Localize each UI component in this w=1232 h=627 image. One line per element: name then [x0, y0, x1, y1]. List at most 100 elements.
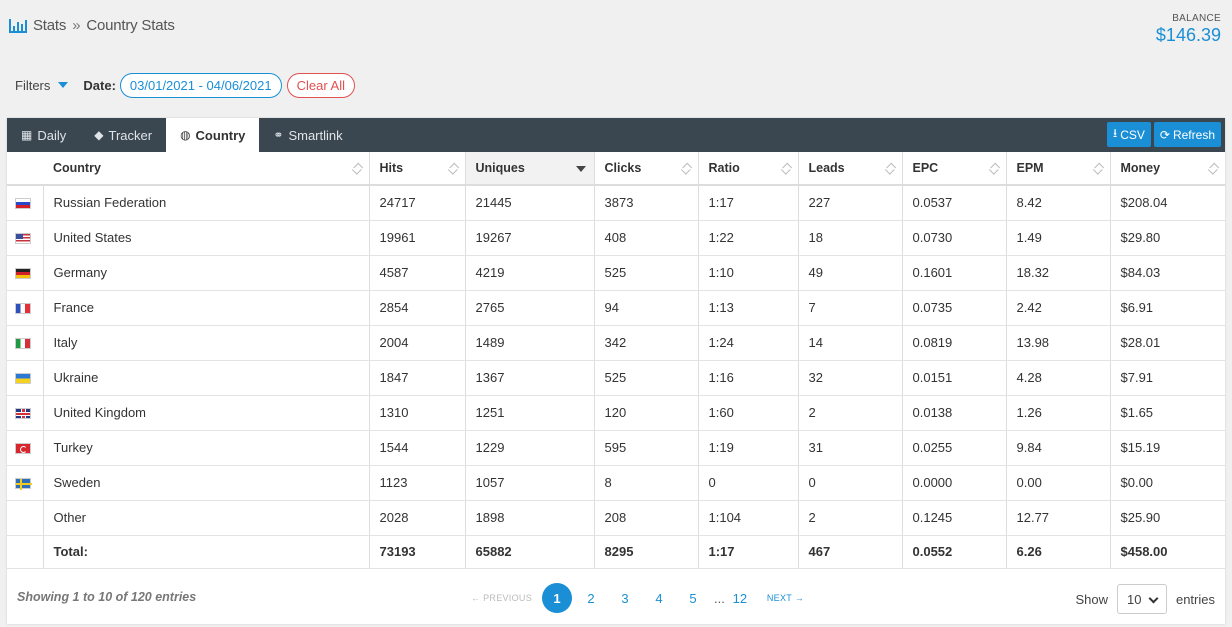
col-label: Ratio [708, 161, 740, 175]
flag-cell [7, 325, 44, 361]
table-footer: Showing 1 to 10 of 120 entries ← PREVIOU… [7, 572, 1225, 624]
download-icon: ⭳ [1113, 126, 1118, 140]
cell-ratio: 1:104 [698, 500, 799, 536]
col-clicks[interactable]: Clicks [594, 152, 699, 186]
cell-epm: 4.28 [1006, 360, 1111, 396]
cell-ratio: 1:19 [698, 430, 799, 466]
cell-country: Turkey [43, 430, 370, 466]
cell-epm: 13.98 [1006, 325, 1111, 361]
page-5[interactable]: 5 [689, 590, 697, 606]
table-row: Sweden 1123 1057 8 0 0 0.0000 0.00 $0.00 [7, 465, 1225, 501]
csv-button[interactable]: ⭳ CSV [1107, 122, 1151, 147]
stats-card: ▦ Daily ◆ Tracker ◍ Country ⚭ Smartlink ⭳ CSV… [7, 118, 1225, 624]
tab-daily[interactable]: ▦ Daily [7, 118, 80, 152]
cell-clicks: 342 [594, 325, 699, 361]
flag-fr-icon [15, 303, 31, 315]
cell-money: $29.80 [1110, 220, 1225, 256]
clear-all-button[interactable]: Clear All [286, 72, 356, 98]
filters-bar: Filters Date: 03/01/2021 - 04/06/2021 Cl… [15, 72, 356, 98]
page-last[interactable]: 12 [732, 590, 748, 606]
tab-tracker[interactable]: ◆ Tracker [80, 118, 166, 152]
cell-ratio: 1:22 [698, 220, 799, 256]
cell-epc: 0.0255 [902, 430, 1007, 466]
breadcrumb-current: Country Stats [86, 17, 175, 34]
total-epm: 6.26 [1006, 535, 1111, 569]
total-flag-cell [7, 535, 44, 569]
tab-country[interactable]: ◍ Country [166, 118, 260, 152]
cell-leads: 0 [798, 465, 903, 501]
cell-uniques: 19267 [465, 220, 595, 256]
cell-uniques: 21445 [465, 185, 595, 221]
date-range-picker[interactable]: 03/01/2021 - 04/06/2021 [119, 72, 282, 98]
sort-icon [886, 162, 896, 174]
sort-icon [449, 162, 459, 174]
cell-leads: 2 [798, 500, 903, 536]
page-3[interactable]: 3 [621, 590, 629, 606]
cell-ratio: 0 [698, 465, 799, 501]
cell-epm: 2.42 [1006, 290, 1111, 326]
col-country[interactable]: Country [43, 152, 370, 186]
col-label: Uniques [475, 161, 525, 175]
col-hits[interactable]: Hits [369, 152, 466, 186]
total-hits: 73193 [369, 535, 466, 569]
filters-toggle[interactable]: Filters [15, 77, 51, 93]
col-epm[interactable]: EPM [1006, 152, 1111, 186]
table-row: United Kingdom 1310 1251 120 1:60 2 0.0138 1.26… [7, 395, 1225, 431]
flag-cell [7, 220, 44, 256]
cell-epc: 0.1245 [902, 500, 1007, 536]
col-epc[interactable]: EPC [902, 152, 1007, 186]
total-epc: 0.0552 [902, 535, 1007, 569]
col-leads[interactable]: Leads [798, 152, 903, 186]
flag-cell [7, 255, 44, 291]
total-money: $458.00 [1110, 535, 1225, 569]
col-ratio[interactable]: Ratio [698, 152, 799, 186]
globe-icon: ◍ [180, 128, 191, 142]
breadcrumb-root[interactable]: Stats [33, 17, 67, 34]
cell-money: $1.65 [1110, 395, 1225, 431]
cell-uniques: 1367 [465, 360, 595, 396]
caret-down-icon[interactable] [58, 82, 69, 88]
cell-leads: 49 [798, 255, 903, 291]
cell-clicks: 120 [594, 395, 699, 431]
cell-money: $6.91 [1110, 290, 1225, 326]
previous-page-button[interactable]: ← PREVIOUS [471, 593, 533, 603]
cell-money: $0.00 [1110, 465, 1225, 501]
cell-country: United States [43, 220, 370, 256]
cell-ratio: 1:10 [698, 255, 799, 291]
col-label: EPM [1016, 161, 1044, 175]
entries-label: entries [1175, 591, 1215, 607]
col-label: Leads [808, 161, 845, 175]
tab-bar: ▦ Daily ◆ Tracker ◍ Country ⚭ Smartlink ⭳ CSV… [7, 118, 1225, 152]
sort-icon [1209, 162, 1219, 174]
page-2[interactable]: 2 [587, 590, 595, 606]
table-row: Italy 2004 1489 342 1:24 14 0.0819 13.98 $28.01 [7, 325, 1225, 361]
cell-epc: 0.0819 [902, 325, 1007, 361]
sort-desc-icon [575, 166, 586, 172]
cell-epm: 0.00 [1006, 465, 1111, 501]
col-money[interactable]: Money [1110, 152, 1225, 186]
cell-uniques: 1251 [465, 395, 595, 431]
cell-ratio: 1:24 [698, 325, 799, 361]
breadcrumb-separator: » [72, 17, 81, 34]
cell-epm: 1.49 [1006, 220, 1111, 256]
next-page-button[interactable]: NEXT → [766, 593, 805, 603]
cell-uniques: 1229 [465, 430, 595, 466]
cell-hits: 2854 [369, 290, 466, 326]
page-4[interactable]: 4 [655, 590, 663, 606]
page-size-select[interactable]: 10 [1116, 584, 1167, 614]
cell-money: $15.19 [1110, 430, 1225, 466]
cell-hits: 2004 [369, 325, 466, 361]
flag-ua-icon [15, 373, 31, 385]
col-uniques[interactable]: Uniques [465, 152, 595, 186]
cell-ratio: 1:60 [698, 395, 799, 431]
cell-ratio: 1:16 [698, 360, 799, 396]
refresh-button[interactable]: ⟳ Refresh [1153, 122, 1221, 147]
page-1[interactable]: 1 [542, 583, 573, 613]
cell-country: Ukraine [43, 360, 370, 396]
flag-cell [7, 290, 44, 326]
cell-hits: 4587 [369, 255, 466, 291]
balance: BALANCE $146.39 [1156, 13, 1221, 46]
show-label: Show [1075, 591, 1108, 607]
tab-smartlink[interactable]: ⚭ Smartlink [259, 118, 356, 152]
cell-clicks: 525 [594, 360, 699, 396]
